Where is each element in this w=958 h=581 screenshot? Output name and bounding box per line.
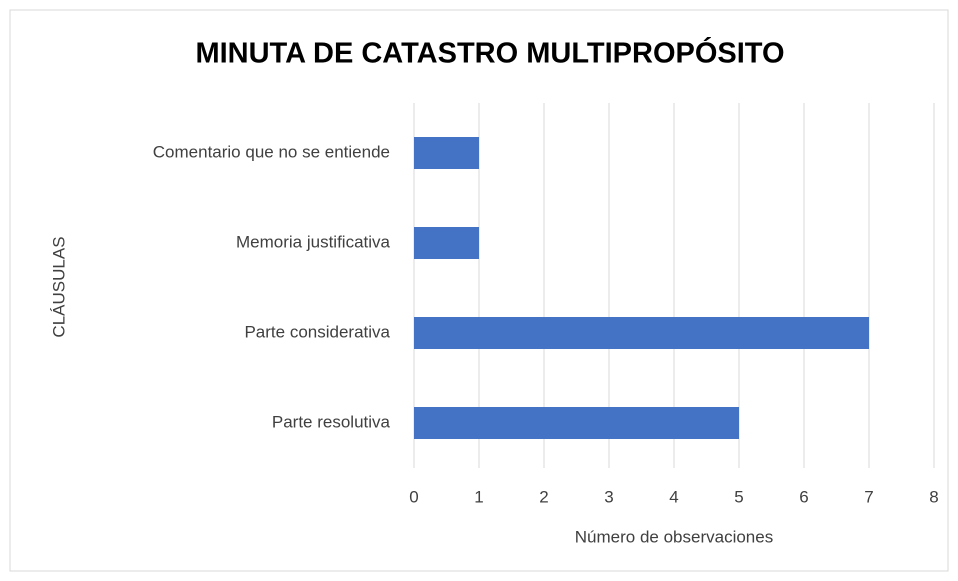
x-tick-label: 0 [409, 487, 418, 506]
y-tick-label: Comentario que no se entiende [153, 142, 390, 161]
bar [414, 227, 479, 259]
x-tick-label: 1 [474, 487, 483, 506]
bar [414, 407, 739, 439]
x-tick-label: 4 [669, 487, 678, 506]
chart-title: MINUTA DE CATASTRO MULTIPROPÓSITO [195, 36, 784, 70]
x-tick-label: 7 [864, 487, 873, 506]
x-tick-label: 5 [734, 487, 743, 506]
y-axis-title: CLÁUSULAS [49, 236, 68, 337]
y-tick-label: Memoria justificativa [236, 232, 391, 251]
x-tick-label: 2 [539, 487, 548, 506]
y-tick-label: Parte resolutiva [272, 412, 391, 431]
bar [414, 137, 479, 169]
x-axis-title: Número de observaciones [575, 527, 773, 546]
x-tick-label: 8 [929, 487, 938, 506]
x-tick-label: 3 [604, 487, 613, 506]
x-tick-label: 6 [799, 487, 808, 506]
bar [414, 317, 869, 349]
y-tick-label: Parte considerativa [244, 322, 390, 341]
